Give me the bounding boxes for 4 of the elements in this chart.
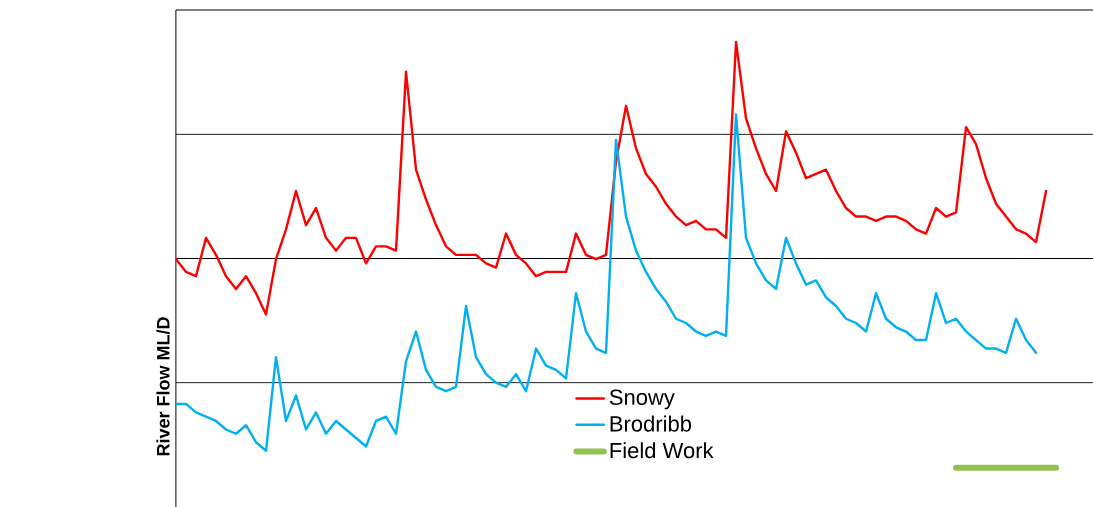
legend-label: Field Work bbox=[610, 442, 714, 459]
y-axis-title: River Flow ML/D bbox=[156, 317, 170, 456]
legend-label: Snowy bbox=[609, 389, 675, 410]
legend-label: Brodribb bbox=[610, 415, 692, 432]
